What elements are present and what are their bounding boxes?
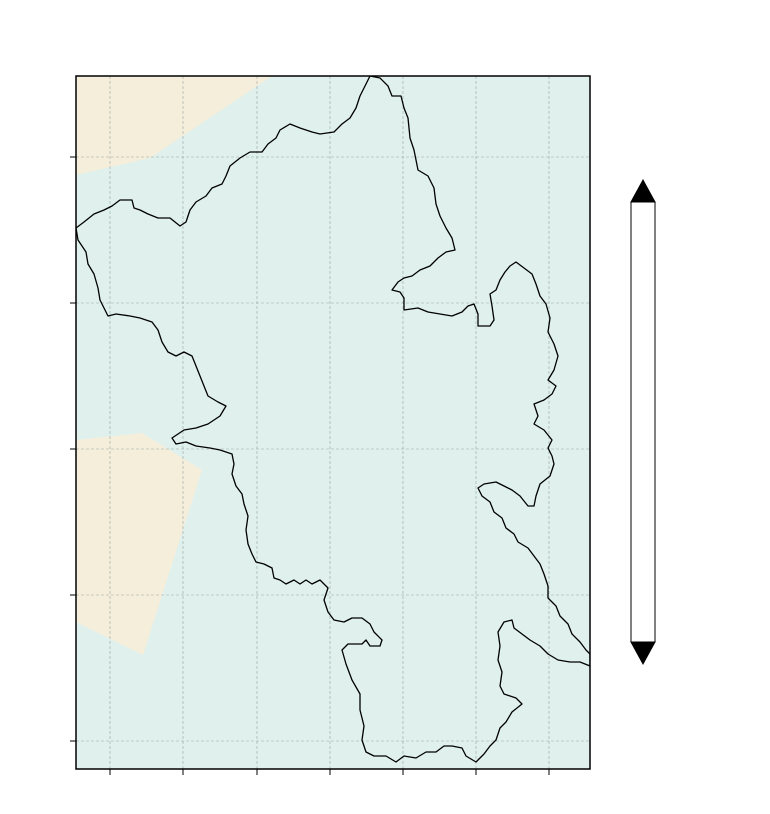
map-background	[76, 76, 590, 769]
dry-anomaly-area-north	[76, 76, 272, 175]
gridlines	[76, 76, 590, 769]
junin-boundary	[76, 76, 590, 763]
latitude-axis	[70, 156, 76, 742]
map-frame	[75, 75, 591, 770]
colorbar	[630, 178, 656, 666]
colorbar-extend-max	[630, 178, 656, 203]
colorbar-extend-min	[630, 641, 656, 666]
colorbar-frame	[630, 201, 656, 643]
longitude-axis	[109, 769, 550, 775]
dry-anomaly-area-south	[76, 433, 202, 655]
